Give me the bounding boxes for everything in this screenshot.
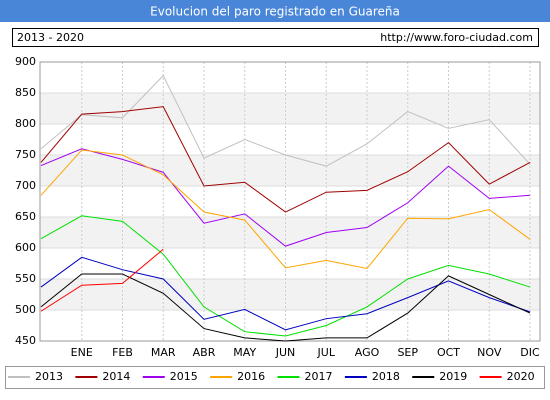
x-tick-label: FEB [112, 346, 133, 359]
series-line [40, 74, 531, 167]
legend-label: 2019 [439, 370, 467, 383]
x-tick-label: MAR [151, 346, 176, 359]
legend-label: 2017 [305, 370, 333, 383]
y-tick-label: 800 [15, 117, 36, 130]
series-line [40, 148, 531, 247]
x-tick-label: ENE [71, 346, 93, 359]
series-line [40, 273, 531, 342]
period: 2013 - 2020 [17, 31, 84, 44]
x-tick-label: JUL [317, 346, 336, 359]
x-tick-label: ABR [193, 346, 216, 359]
y-tick-label: 700 [15, 179, 36, 192]
x-tick-label: JUN [275, 346, 296, 359]
y-tick-label: 600 [15, 241, 36, 254]
x-tick-label: DIC [520, 346, 540, 359]
y-tick-label: 500 [15, 303, 36, 316]
x-tick-label: MAY [233, 346, 256, 359]
grid-band [40, 93, 540, 124]
grid-band [40, 155, 540, 186]
header-box [12, 28, 539, 47]
series-line [40, 256, 531, 331]
y-tick-label: 750 [15, 148, 36, 161]
source: http://www.foro-ciudad.com [380, 31, 533, 44]
x-tick-label: NOV [477, 346, 502, 359]
legend-label: 2013 [35, 370, 63, 383]
grid-band [40, 217, 540, 248]
x-tick-label: OCT [437, 346, 460, 359]
legend-box [5, 366, 545, 389]
legend-label: 2014 [102, 370, 130, 383]
x-tick-label: AGO [355, 346, 380, 359]
title-bar [0, 0, 550, 22]
legend-label: 2020 [507, 370, 535, 383]
legend-label: 2018 [372, 370, 400, 383]
y-tick-label: 900 [15, 55, 36, 68]
series-line [40, 149, 531, 270]
y-tick-label: 650 [15, 210, 36, 223]
legend-label: 2016 [237, 370, 265, 383]
series-line [40, 248, 164, 312]
chart-title: Evolucion del paro registrado en Guareña [150, 5, 400, 19]
series-line [40, 215, 531, 337]
legend-label: 2015 [170, 370, 198, 383]
x-tick-label: SEP [397, 346, 418, 359]
y-tick-label: 450 [15, 334, 36, 347]
y-tick-label: 550 [15, 272, 36, 285]
y-tick-label: 850 [15, 86, 36, 99]
series-line [40, 106, 531, 213]
